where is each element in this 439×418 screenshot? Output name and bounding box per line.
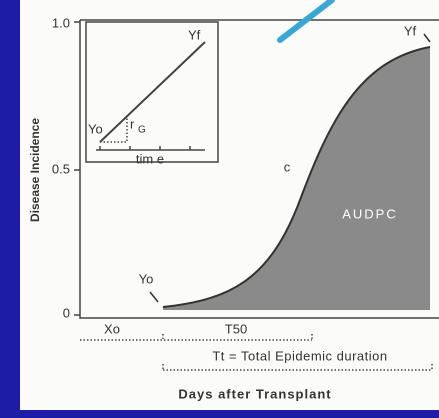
x-axis-label: Days after Transplant [178,386,331,401]
inset-end-label: Yf [188,27,201,42]
curve-label: c [284,159,291,174]
y-tick-label: 1.0 [52,15,70,30]
x0-label: Xo [104,321,120,336]
start-arrow [149,291,159,303]
y-axis-label: Disease Incidence [28,118,42,222]
tick-marks [74,21,80,316]
inset-axis [96,146,205,151]
inset-x-label: tim e [136,151,164,166]
interval-lines [80,334,313,341]
end-label: Yf [404,23,417,38]
inset-line [99,41,206,143]
t50-label: T50 [225,321,247,336]
inset-rate-label: r [130,116,135,131]
audpc-area [163,47,430,310]
inset-start-label: Yo [88,121,103,136]
total-duration-line [162,364,433,371]
start-label: Yo [139,271,154,286]
y-tick-label: 0 [63,305,70,320]
total-duration-label: Tt = Total Epidemic duration [212,348,387,363]
y-tick-label: 0.5 [52,161,70,176]
area-label: AUDPC [342,206,398,221]
disease-curve [162,46,431,308]
inset-rate-subscript: G [138,125,146,136]
axes [79,19,439,319]
end-arrow [423,33,431,43]
inset-rate-marker [100,118,128,143]
pointer-arrow [277,0,335,43]
